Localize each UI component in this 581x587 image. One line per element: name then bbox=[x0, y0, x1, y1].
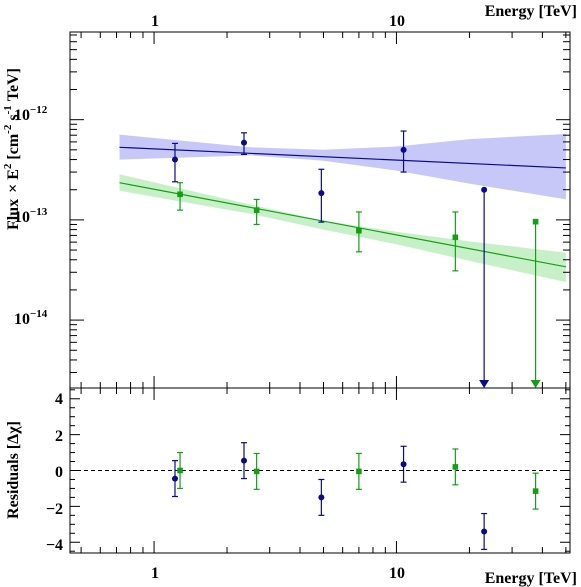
bot-xtick-label-10: 10 bbox=[389, 565, 405, 582]
residual-point bbox=[356, 468, 362, 475]
ylabel-s: s bbox=[5, 114, 22, 120]
residual-point bbox=[481, 528, 488, 535]
upper-limit-arrow bbox=[479, 380, 490, 388]
residual-point bbox=[241, 457, 248, 464]
flux-points bbox=[171, 130, 541, 388]
data-point bbox=[400, 146, 407, 153]
data-point bbox=[318, 190, 325, 197]
ytick-mantissa: 10 bbox=[14, 311, 30, 328]
upper-limit-point bbox=[532, 218, 539, 225]
residual-points bbox=[171, 442, 539, 551]
residual-point bbox=[452, 464, 459, 470]
data-point bbox=[253, 207, 260, 213]
residuals-x-ticks bbox=[80, 388, 567, 553]
model-line-1 bbox=[119, 182, 566, 268]
ylabel-open: [cm bbox=[5, 133, 22, 159]
ytick-mantissa: 10 bbox=[14, 107, 30, 124]
top-xtick-label-1: 1 bbox=[151, 13, 159, 30]
spectrum-panel: 1 10 Energy [TeV] 10−12 10−13 10−14 Flux… bbox=[2, 3, 577, 389]
ytick-label-1e-12: 10−12 bbox=[14, 104, 48, 124]
ytick-exponent: −12 bbox=[30, 104, 48, 116]
confidence-band-1 bbox=[119, 174, 566, 282]
residual-point bbox=[253, 468, 260, 475]
residuals-plot-frame bbox=[69, 387, 571, 554]
ytick-mantissa: 10 bbox=[14, 209, 30, 226]
residuals-y-axis-title: Residuals [Δχ] bbox=[5, 421, 22, 519]
res-ytick-label-m4: −4 bbox=[46, 537, 63, 554]
spectrum-plot-frame bbox=[69, 31, 571, 389]
residuals-panel: 1 10 Energy [TeV] 4 2 0 −2 −4 Residuals … bbox=[5, 387, 577, 587]
res-ytick-label-4: 4 bbox=[55, 391, 63, 408]
ytick-label-1e-14: 10−14 bbox=[14, 308, 48, 328]
res-ytick-label-2: 2 bbox=[55, 428, 63, 445]
ytick-exponent: −13 bbox=[30, 206, 48, 218]
res-ytick-label-0: 0 bbox=[55, 464, 63, 481]
data-point bbox=[452, 234, 459, 241]
residual-point bbox=[400, 461, 407, 468]
residual-point bbox=[171, 475, 178, 482]
top-y-axis-title: Flux × E2 [cm-2 s-1 TeV] bbox=[2, 68, 22, 230]
top-xtick-label-10: 10 bbox=[389, 13, 405, 30]
data-point bbox=[241, 139, 248, 146]
upper-limit-arrow bbox=[530, 380, 541, 388]
confidence-band-0 bbox=[119, 134, 566, 200]
spectrum-y-ticks bbox=[70, 34, 570, 373]
confidence-bands bbox=[119, 134, 566, 282]
ytick-exponent: −14 bbox=[30, 308, 48, 320]
ylabel-times: × E bbox=[5, 169, 22, 193]
residual-point bbox=[532, 488, 539, 494]
residuals-y-ticks bbox=[70, 389, 570, 552]
data-point bbox=[356, 227, 362, 234]
residual-point bbox=[318, 494, 325, 501]
ylabel-sq: 2 bbox=[2, 163, 14, 169]
model-lines bbox=[119, 146, 566, 268]
bot-x-axis-title: Energy [TeV] bbox=[485, 570, 577, 587]
ylabel-exp1: -2 bbox=[2, 124, 14, 134]
data-point bbox=[171, 156, 178, 163]
model-line-0 bbox=[119, 146, 566, 169]
bot-xtick-label-1: 1 bbox=[151, 565, 159, 582]
upper-limit-point bbox=[481, 186, 488, 193]
ylabel-flux: Flux bbox=[5, 199, 22, 230]
ylabel-exp2: -1 bbox=[2, 105, 14, 114]
ytick-label-1e-13: 10−13 bbox=[14, 206, 48, 226]
ylabel-close: TeV] bbox=[5, 68, 22, 101]
spectrum-x-ticks bbox=[80, 32, 567, 388]
data-point bbox=[177, 191, 183, 198]
res-ytick-label-m2: −2 bbox=[46, 501, 63, 518]
top-x-axis-title: Energy [TeV] bbox=[485, 3, 577, 20]
residual-point bbox=[177, 467, 183, 474]
